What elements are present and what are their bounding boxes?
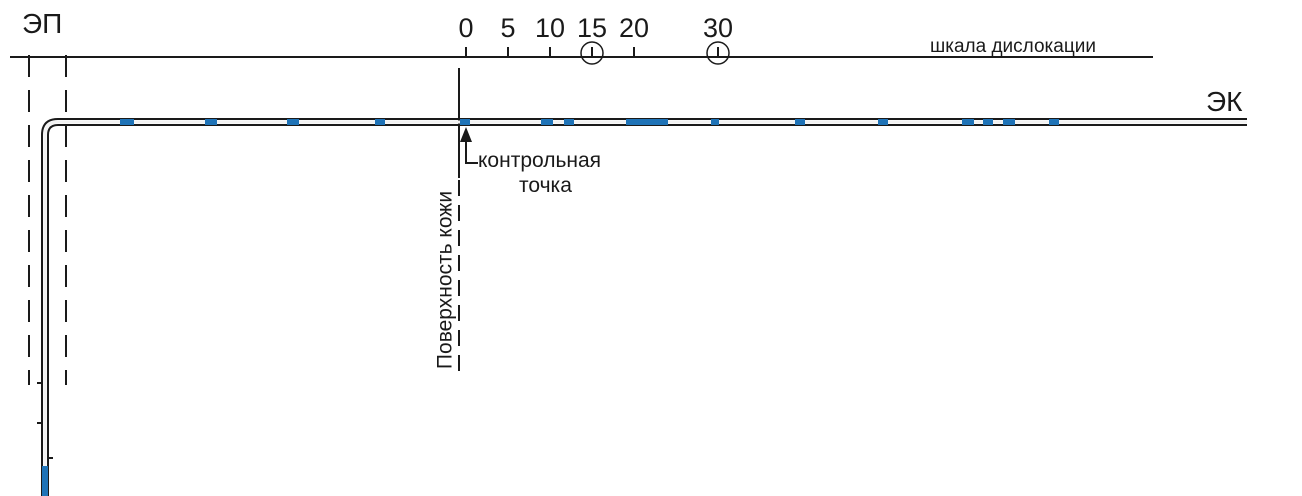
catheter-marker bbox=[983, 119, 993, 125]
catheter-marker bbox=[541, 119, 553, 125]
control-point-label-line2: точка bbox=[519, 174, 572, 197]
catheter-marker bbox=[795, 119, 805, 125]
scale-tick-label: 15 bbox=[576, 13, 608, 43]
ep-label: ЭП bbox=[22, 8, 63, 39]
catheter-marker bbox=[564, 119, 574, 125]
scale-tick-label: 0 bbox=[458, 13, 474, 43]
scale-tick-label: 5 bbox=[500, 13, 516, 43]
catheter-marker bbox=[42, 466, 48, 496]
catheter-marker bbox=[375, 119, 385, 125]
catheter-marker bbox=[1049, 119, 1059, 125]
catheter bbox=[41, 118, 1247, 496]
scale-tick-circle bbox=[706, 41, 730, 65]
scale-title: шкала дислокации bbox=[930, 36, 1096, 57]
catheter-marker bbox=[287, 119, 299, 125]
control-point-label-line1: контрольная bbox=[478, 149, 602, 172]
skin-surface-label: Поверхность кожи bbox=[433, 190, 457, 370]
ek-label: ЭК bbox=[1206, 86, 1243, 117]
control-point-arrow bbox=[460, 127, 478, 164]
catheter-marker bbox=[205, 119, 217, 125]
catheter-markers bbox=[42, 119, 1059, 496]
catheter-marker bbox=[626, 119, 668, 125]
catheter-marker bbox=[120, 119, 134, 125]
scale-tick-label: 30 bbox=[702, 13, 734, 43]
catheter-marker bbox=[460, 119, 470, 125]
catheter-marker bbox=[962, 119, 974, 125]
catheter-marker bbox=[711, 119, 719, 125]
scale-tick-circle bbox=[580, 41, 604, 65]
scale-tick-label: 20 bbox=[618, 13, 650, 43]
catheter-marker bbox=[1003, 119, 1015, 125]
catheter-marker bbox=[878, 119, 888, 125]
scale-tick-label: 10 bbox=[534, 13, 566, 43]
